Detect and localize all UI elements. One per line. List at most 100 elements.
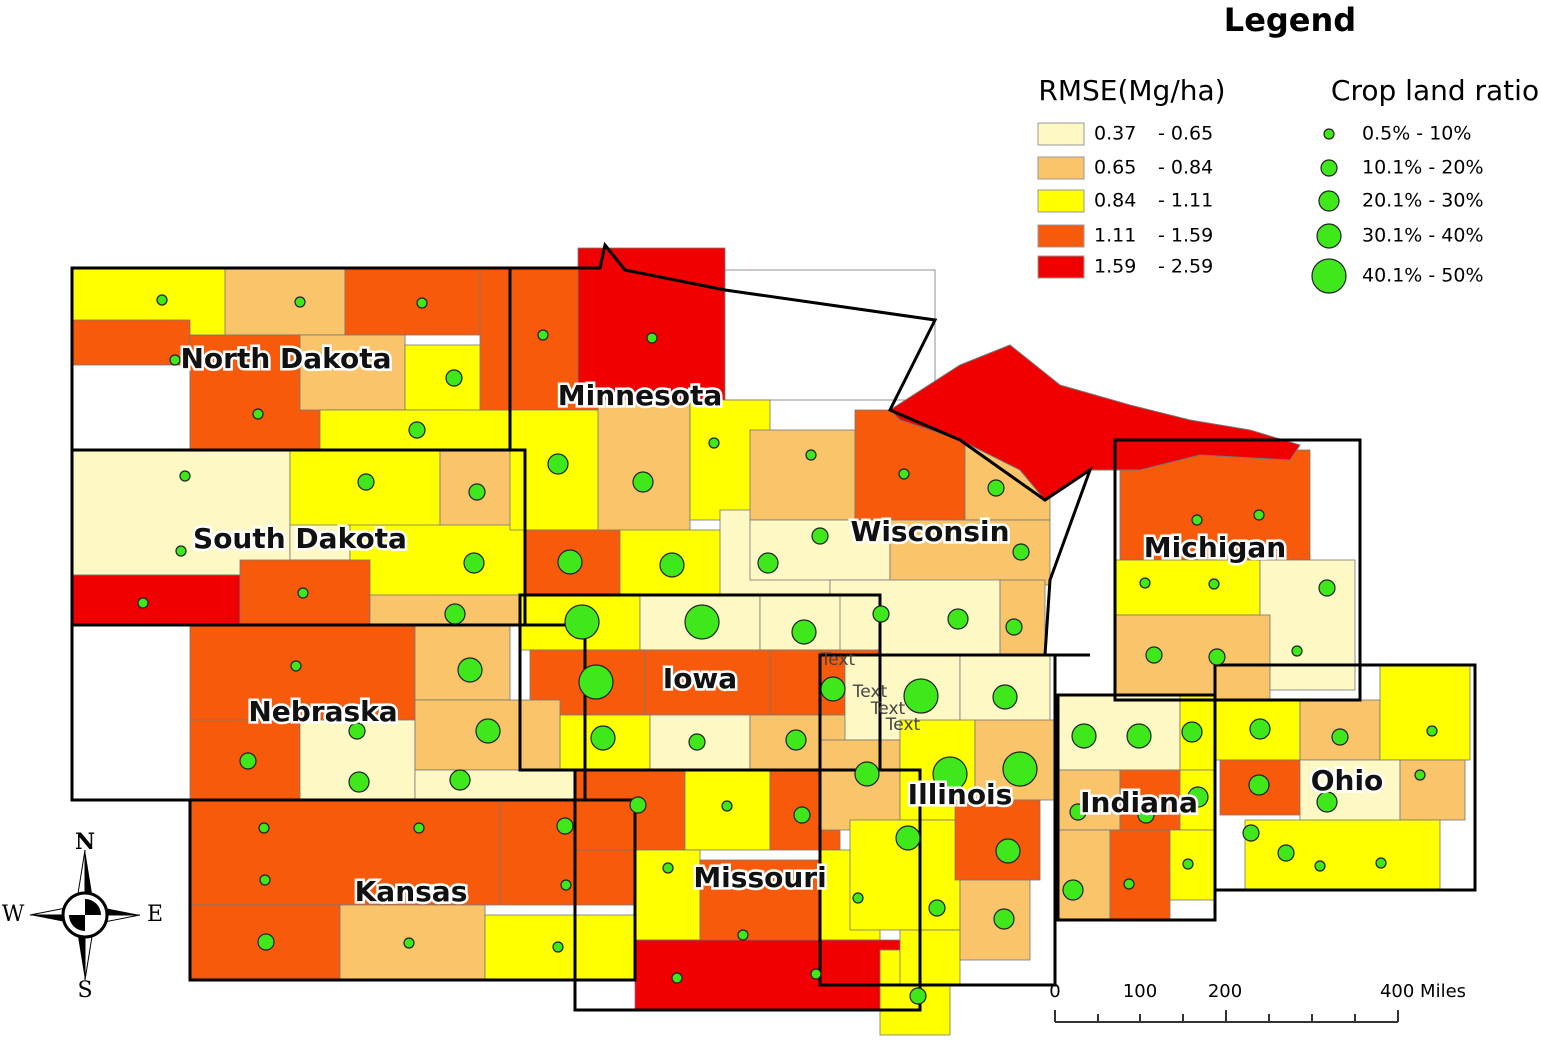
legend-cropland-label: 10.1% - 20% [1362,157,1484,179]
cropland-symbol [947,608,969,630]
county-group [1244,819,1441,891]
cropland-symbol [297,587,309,599]
cropland-symbol [895,825,921,851]
scale-bar [1054,1010,1399,1023]
cropland-symbol [992,684,1018,710]
cropland-symbol [684,604,720,640]
cropland-symbol [475,718,501,744]
cropland-symbol [1139,577,1151,589]
state-outline [1213,663,1477,892]
county-group [899,929,961,986]
state-label: Nebraska [248,695,397,728]
cropland-symbol [348,771,370,793]
county-group [349,524,526,601]
county-group [699,859,821,951]
compass-center [69,899,101,931]
cropland-symbol [932,756,968,792]
cropland-symbol [537,329,549,341]
legend-symbol [1311,258,1347,294]
cropland-symbol [1318,579,1336,597]
cropland-symbol [785,729,807,751]
cropland-symbol [1181,721,1203,743]
cropland-symbol [993,908,1015,930]
state-label: South Dakota [193,522,407,555]
county-group [577,247,726,401]
cropland-symbol [1123,878,1135,890]
cropland-symbol [1248,774,1270,796]
county-group [644,649,771,716]
cropland-symbol [259,874,271,886]
county-group [634,939,921,1011]
cropland-symbol [348,722,366,740]
cropland-symbol [557,549,583,575]
cropland-symbol [156,294,168,306]
county-group [289,524,351,561]
legend-low: 1.59 [1094,256,1136,278]
cropland-symbol [671,972,683,984]
cropland-symbol [463,552,485,574]
cropland-symbol [632,471,654,493]
cropland-symbol [721,800,733,812]
cropland-symbol [1012,543,1030,561]
cropland-symbol [1314,860,1326,872]
county-group [724,269,936,401]
labels: North Dakota Minnesota South Dakota Wiscons… [178,340,1386,911]
legend-symbol [1323,128,1335,140]
cropland-symbol [909,987,927,1005]
state-outline [1113,438,1362,702]
cropland-symbol [468,483,486,501]
upper-peninsula [889,344,1301,501]
cropland-symbol [708,437,720,449]
state-outline [818,653,1057,987]
legend-title: Legend [1224,1,1356,39]
legend-cropland-label: 20.1% - 30% [1362,190,1484,212]
county-group [1399,759,1466,821]
cropland-symbol [1182,858,1194,870]
cropland-symbol [257,933,275,951]
cropland-symbol [457,657,483,683]
cropland-symbol [1242,824,1260,842]
cropland-symbol [1191,514,1203,526]
cropland-symbol [169,354,181,366]
cropland-symbol [408,421,426,439]
cropland-symbol [564,604,600,640]
legend-low: 0.84 [1094,190,1136,212]
county-group [1114,559,1261,616]
state-label: Missouri [693,861,826,894]
cropland-symbol [791,619,817,645]
legend-swatch [1037,224,1085,248]
legend: 0.37 - 0.65 0.65 - 0.84 0.84 - 1.11 1.11 - 1.59… [1037,122,1484,294]
legend-low: 0.65 [1094,157,1136,179]
compass: N S E W [2,829,163,1003]
cropland-symbol [552,941,564,953]
legend-high: - 1.59 [1158,225,1213,247]
cropland-symbol [1414,769,1426,781]
cropland-symbol [1187,786,1209,808]
legend-cropland-label: 30.1% - 40% [1362,225,1484,247]
cropland-symbol [1208,578,1220,590]
cropland-symbol [1002,751,1038,787]
county-group [829,579,1001,656]
cropland-symbol [898,468,910,480]
cropland-symbol [1316,791,1338,813]
cropland-symbol [1126,723,1152,749]
compass-e: E [147,902,163,927]
cropland-symbol [1062,879,1084,901]
cropland-symbol [1277,844,1295,862]
cropland-symbol [1375,857,1387,869]
cropland-symbol [258,822,270,834]
cropland-symbol [872,605,890,623]
county-group [954,799,1041,881]
cropland-symbol [793,806,811,824]
county-group [189,334,321,451]
cropland-symbol [928,899,946,917]
cropland-symbol [688,733,706,751]
state-label: Illinois [908,778,1013,811]
cropland-symbol [416,297,428,309]
cropland-symbol [811,527,829,545]
compass-w: W [2,902,25,927]
annotation: Text [820,650,856,670]
county-group [344,267,481,336]
cropland-symbol [854,761,880,787]
legend-high: - 1.11 [1158,190,1213,212]
